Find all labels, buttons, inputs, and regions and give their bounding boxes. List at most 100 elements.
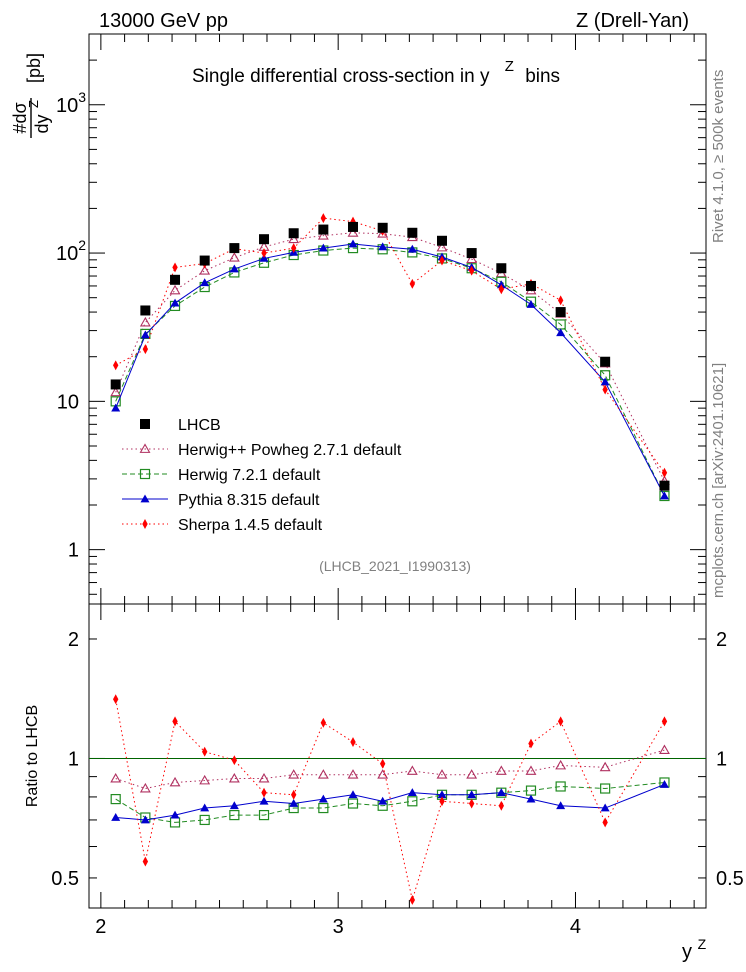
- ratio-line-sherpa: [115, 699, 665, 902]
- data-point-lhcb: [407, 227, 418, 238]
- ratio-point-sherpa: [409, 895, 416, 905]
- data-point-pythia: [111, 403, 121, 412]
- x-axis-label-sup: Z: [698, 936, 707, 952]
- ratio-point-pythia: [437, 790, 447, 799]
- main-y-tick-label: 1: [68, 540, 79, 562]
- data-point-sherpa: [468, 265, 475, 276]
- data-point-lhcb: [140, 305, 151, 316]
- x-axis-label: y Z: [682, 936, 707, 963]
- main-plot-marks: [110, 213, 670, 502]
- data-point-pythia: [229, 264, 239, 273]
- x-tick-label: 2: [95, 916, 106, 938]
- ratio-point-pythia: [659, 779, 669, 788]
- data-point-pythia: [200, 278, 210, 287]
- data-point-pythia: [600, 377, 610, 386]
- ratio-y-tick-label: 0.5: [51, 868, 79, 890]
- legend-label-sherpa: Sherpa 1.4.5 default: [178, 517, 323, 534]
- ratio-point-pythia: [556, 801, 566, 810]
- ratio-point-herwigpp: [495, 765, 507, 775]
- data-point-sherpa: [602, 384, 608, 395]
- ratio-point-herwigpp: [317, 769, 329, 779]
- data-point-sherpa: [661, 467, 668, 478]
- data-point-herwigpp: [199, 265, 211, 275]
- data-point-lhcb: [170, 274, 181, 285]
- data-point-pythia: [526, 299, 536, 308]
- legend-label-pythia: Pythia 8.315 default: [178, 492, 320, 509]
- data-point-sherpa: [172, 262, 178, 273]
- plot-title-sup: Z: [505, 58, 514, 75]
- legend: LHCB Herwig++ Powheg 2.7.1 default Herwig …: [122, 417, 402, 534]
- data-point-lhcb: [496, 263, 507, 274]
- ratio-point-herwig7: [110, 793, 121, 805]
- ratio-point-sherpa: [231, 755, 238, 766]
- data-point-sherpa: [261, 248, 267, 259]
- data-point-lhcb: [229, 243, 240, 254]
- ratio-point-herwig7: [258, 809, 270, 821]
- header-energy: 13000 GeV pp: [99, 10, 228, 32]
- data-point-pythia: [378, 242, 388, 251]
- series-line-sherpa: [115, 217, 665, 474]
- data-point-lhcb: [436, 235, 447, 246]
- ratio-point-pythia: [259, 796, 269, 805]
- ratio-point-pythia: [496, 788, 506, 797]
- main-axis-ticks: 1 10 102 103: [56, 33, 706, 604]
- data-point-pythia: [659, 491, 669, 500]
- ratio-point-sherpa: [498, 800, 505, 811]
- ratio-point-pythia: [111, 813, 121, 821]
- ratio-point-sherpa: [201, 746, 208, 757]
- ratio-point-herwigpp: [228, 772, 240, 783]
- ratio-point-herwig7: [347, 798, 359, 809]
- legend-marker-sherpa: [142, 519, 148, 529]
- data-point-herwigpp: [139, 316, 151, 327]
- data-point-lhcb: [555, 307, 566, 318]
- ratio-axis-ticks: 0.5 1 2 0.5 1 2 2 3 4: [51, 604, 744, 938]
- ratio-point-herwigpp: [525, 765, 537, 775]
- ratio-point-herwigpp: [110, 772, 122, 783]
- ratio-point-herwigpp: [258, 772, 270, 783]
- data-point-sherpa: [320, 213, 327, 224]
- ratio-y-tick-label-right: 0.5: [716, 868, 744, 890]
- ratio-y-tick-label: 1: [68, 748, 79, 770]
- ratio-point-herwigpp: [139, 782, 151, 793]
- ratio-point-herwigpp: [599, 761, 611, 772]
- legend-marker-herwigpp: [139, 443, 151, 453]
- data-point-pythia: [170, 298, 180, 307]
- data-point-herwigpp: [317, 230, 329, 240]
- ratio-point-herwigpp: [466, 769, 478, 779]
- data-point-herwigpp: [288, 233, 300, 244]
- plot-title-main: Single differential cross-section in y: [192, 66, 490, 87]
- ratio-point-pythia: [229, 801, 239, 810]
- x-tick-label: 3: [333, 916, 344, 938]
- ratio-point-pythia: [318, 794, 328, 803]
- ratio-y-tick-label-right: 2: [716, 629, 727, 651]
- ratio-point-herwig7: [555, 781, 566, 792]
- ratio-point-pythia: [467, 790, 477, 799]
- data-point-pythia: [407, 244, 417, 253]
- data-point-sherpa: [557, 295, 564, 306]
- data-point-sherpa: [142, 344, 149, 355]
- rivet-version-label: Rivet 4.1.0, ≥ 500k events: [710, 70, 727, 243]
- data-point-herwigpp: [436, 241, 448, 252]
- y-axis-label-sup: Z: [26, 100, 41, 108]
- ratio-point-herwigpp: [288, 769, 300, 779]
- data-point-lhcb: [318, 224, 329, 235]
- ratio-point-pythia: [170, 810, 180, 819]
- data-point-sherpa: [439, 255, 445, 266]
- legend-marker-pythia: [140, 494, 150, 503]
- ratio-point-pythia: [526, 794, 536, 803]
- data-point-pythia: [348, 239, 358, 248]
- data-point-herwigpp: [377, 228, 389, 238]
- plot-title: Single differential cross-section in y Z…: [192, 55, 560, 87]
- main-y-tick-label: 102: [56, 237, 86, 265]
- mcplots-source-label: mcplots.cern.ch [arXiv:2401.10621]: [710, 363, 727, 598]
- data-point-lhcb: [348, 221, 359, 232]
- ratio-point-sherpa: [320, 717, 327, 728]
- ratio-point-herwig7: [600, 783, 611, 794]
- ratio-panel: 0.5 1 2 0.5 1 2 2 3 4 Ratio to LHCB y Z: [24, 603, 744, 963]
- ratio-point-herwig7: [229, 809, 240, 821]
- ratio-point-sherpa: [557, 716, 564, 727]
- ratio-point-sherpa: [602, 817, 608, 828]
- data-point-sherpa: [409, 278, 416, 289]
- ratio-point-herwigpp: [406, 765, 418, 775]
- y-axis-label-numerator: #dσ: [10, 102, 30, 133]
